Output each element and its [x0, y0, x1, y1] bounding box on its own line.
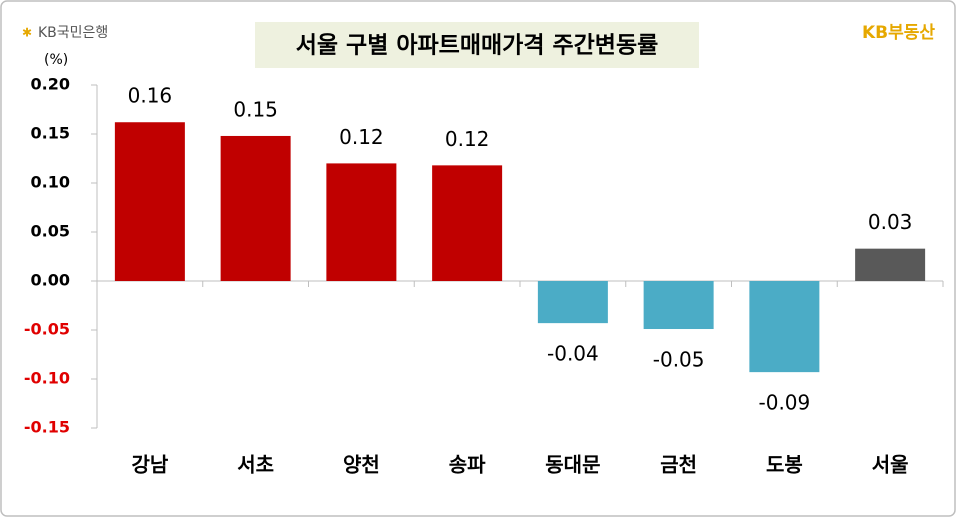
bar — [643, 281, 714, 330]
bar — [749, 281, 820, 373]
title-box — [255, 22, 699, 68]
x-tick-label: 송파 — [449, 453, 486, 477]
y-tick-label: -0.05 — [24, 320, 70, 339]
x-tick-label: 금천 — [660, 453, 697, 477]
bar — [326, 163, 397, 281]
bar — [114, 122, 185, 282]
bar — [432, 165, 503, 281]
bank-logo-mark: ✱ — [22, 26, 32, 40]
value-label: 0.15 — [233, 97, 278, 121]
value-label: -0.09 — [759, 391, 811, 415]
x-tick-label: 서초 — [237, 453, 274, 477]
bar — [855, 248, 926, 281]
brand-logo: KB부동산 — [862, 23, 935, 43]
bank-logo: KB국민은행 — [38, 25, 108, 41]
y-tick-label: 0.05 — [31, 222, 70, 241]
chart-title: 서울 구별 아파트매매가격 주간변동률 — [296, 33, 659, 59]
x-tick-label: 강남 — [131, 453, 168, 477]
unit-label: (%) — [44, 52, 68, 68]
value-label: 0.12 — [445, 127, 490, 151]
bar — [220, 135, 291, 281]
y-tick-label: -0.15 — [24, 418, 70, 437]
y-tick-label: 0.10 — [31, 173, 70, 192]
value-label: -0.05 — [653, 348, 705, 372]
y-tick-label: -0.10 — [24, 369, 70, 388]
x-tick-label: 도봉 — [766, 453, 803, 477]
y-tick-label: 0.15 — [31, 124, 70, 143]
y-tick-label: 0.00 — [31, 271, 70, 290]
value-label: 0.16 — [128, 84, 173, 108]
value-label: 0.12 — [339, 125, 384, 149]
value-label: -0.04 — [547, 342, 599, 366]
x-tick-label: 양천 — [343, 453, 380, 477]
x-tick-label: 동대문 — [545, 453, 600, 477]
y-tick-label: 0.20 — [31, 75, 70, 94]
x-tick-label: 서울 — [872, 453, 909, 477]
value-label: 0.03 — [868, 210, 913, 234]
bar — [537, 281, 608, 324]
